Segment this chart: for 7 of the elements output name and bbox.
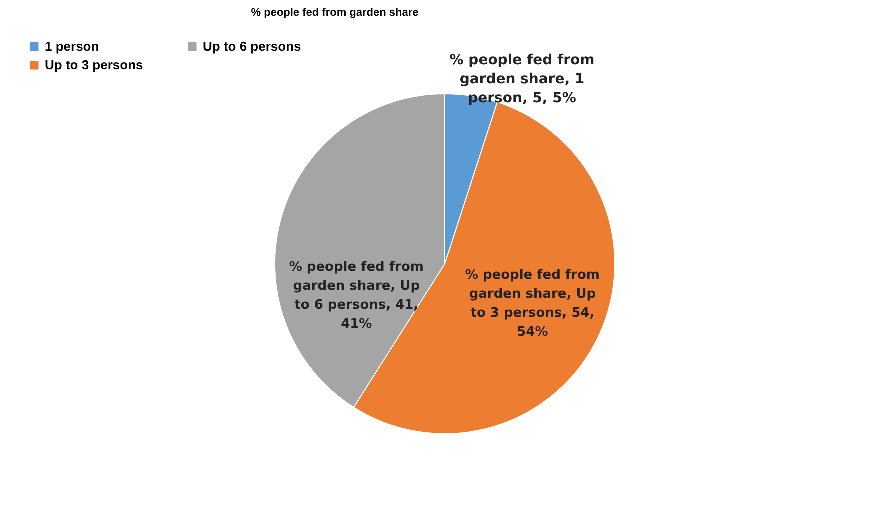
chart-title: % people fed from garden share — [251, 7, 419, 19]
legend-label: 1 person — [45, 38, 100, 54]
data-label: % people fed from garden share, Up to 6 persons, 41, 41% — [289, 260, 424, 332]
data-label: % people fed from garden share, Up to 3 persons, 54, 54% — [465, 268, 600, 340]
legend-label: Up to 3 persons — [45, 58, 144, 72]
data-label: % people fed from garden share, 1 person, 5, 5% — [450, 52, 595, 107]
legend-label: Up to 6 persons — [203, 38, 302, 54]
